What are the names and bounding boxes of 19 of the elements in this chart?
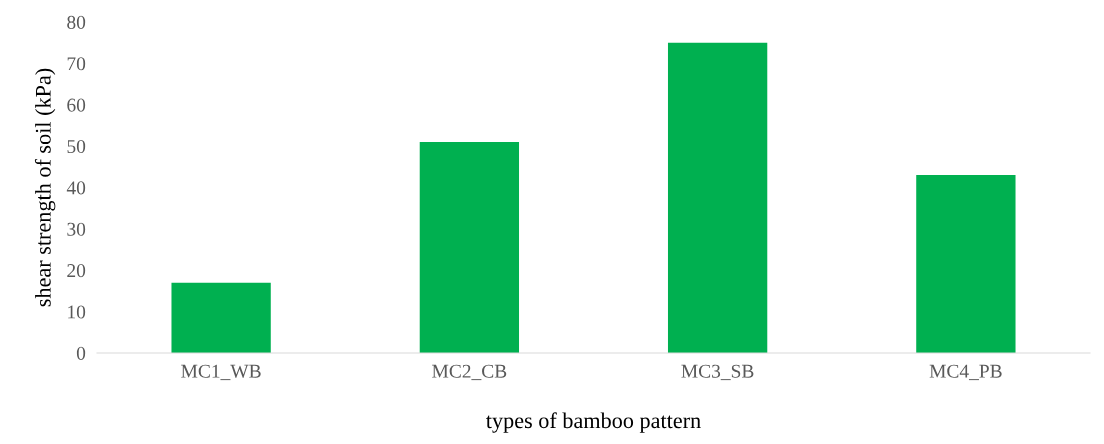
y-tick-label: 40	[66, 181, 86, 195]
x-tick-label: MC4_PB	[929, 364, 1002, 381]
y-tick-label: 0	[76, 346, 86, 360]
x-tick-label: MC1_WB	[181, 364, 261, 381]
y-tick-label: 50	[67, 139, 86, 154]
y-axis-title: shear strength of soil (kPa)	[34, 68, 56, 307]
bar	[419, 141, 520, 353]
y-tick-label: 60	[67, 98, 86, 112]
bar	[171, 282, 271, 353]
y-tick-label: 80	[67, 15, 86, 29]
bar	[916, 175, 1016, 353]
y-tick-label: 70	[67, 57, 86, 71]
x-tick-label: MC3_SB	[681, 364, 754, 381]
x-axis-title: types of bamboo pattern	[486, 412, 701, 433]
y-tick-label: 30	[67, 222, 86, 236]
x-tick-label: MC2_CB	[432, 364, 507, 381]
bar	[667, 42, 768, 353]
y-tick-label: 10	[68, 305, 86, 319]
y-tick-label: 20	[67, 264, 86, 278]
